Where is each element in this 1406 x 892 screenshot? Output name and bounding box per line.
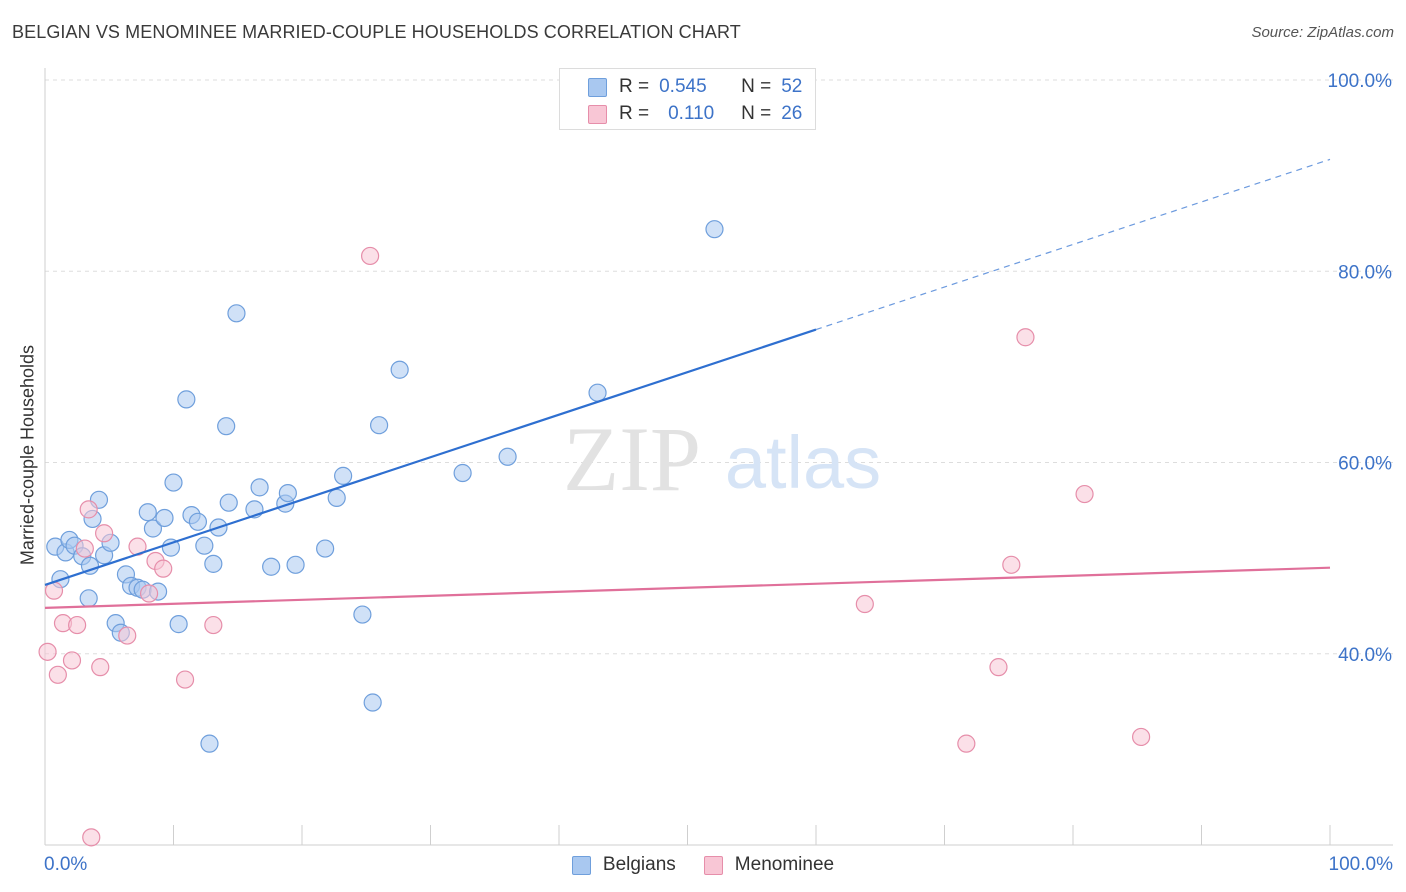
menominee-point-4: [62, 651, 82, 670]
belgians-point-7: [80, 556, 100, 575]
menominee-trend-line: [44, 566, 1331, 609]
belgians-point-19: [143, 519, 163, 538]
legend-row-belgians: R = 0.545 N = 52: [588, 75, 802, 99]
trend-lines: [44, 158, 1331, 609]
chart-title: BELGIAN VS MENOMINEE MARRIED-COUPLE HOUS…: [12, 22, 741, 42]
menominee-point-0: [38, 642, 57, 661]
belgians-point-40: [286, 555, 305, 574]
belgians-point-23: [164, 473, 183, 492]
menominee-point-7: [79, 500, 98, 519]
menominee-point-10: [95, 524, 114, 543]
belgians-point-36: [250, 478, 269, 497]
r-label: R =: [619, 76, 650, 97]
watermark: ZIP atlas: [563, 408, 881, 510]
watermark-zip: ZIP: [563, 408, 701, 510]
belgians-point-28: [195, 536, 214, 555]
menominee-point-21: [989, 658, 1008, 677]
menominee-r-value: 0.110: [668, 103, 715, 124]
menominee-point-22: [1002, 555, 1021, 574]
menominee-points: [38, 246, 1151, 847]
grid-lines: [45, 79, 1393, 655]
menominee-point-9: [91, 658, 110, 677]
menominee-point-19: [855, 594, 874, 614]
tick-labels: 40.0% 60.0% 80.0% 100.0% 0.0% 100.0%: [44, 71, 1393, 875]
menominee-swatch: [588, 104, 607, 124]
y-tick-label-2: 80.0%: [1338, 262, 1392, 283]
menominee-n-value: 26: [781, 103, 803, 124]
belgians-point-49: [498, 447, 517, 466]
belgians-r-value: 0.545: [659, 76, 707, 97]
belgians-point-29: [200, 734, 219, 753]
belgians-point-45: [363, 693, 382, 712]
y-tick-label-1: 60.0%: [1338, 454, 1392, 475]
belgians-point-32: [217, 417, 236, 436]
belgians-legend-swatch: [571, 855, 591, 875]
belgians-point-33: [219, 493, 238, 512]
x-tick-label-min: 0.0%: [44, 854, 87, 875]
menominee-point-17: [204, 615, 223, 635]
menominee-point-2: [48, 665, 67, 684]
watermark-atlas: atlas: [725, 421, 881, 504]
menominee-legend-swatch: [703, 855, 723, 875]
menominee-point-5: [68, 615, 87, 635]
belgians-point-25: [177, 390, 196, 409]
menominee-point-15: [154, 559, 173, 578]
belgians-point-50: [588, 383, 607, 402]
y-axis-title: Married-couple Households: [17, 344, 38, 566]
belgians-point-47: [390, 360, 409, 379]
menominee-point-25: [1132, 727, 1151, 747]
belgians-trend-extension: [815, 158, 1331, 331]
belgians-point-21: [155, 508, 174, 528]
belgians-point-27: [188, 512, 208, 531]
menominee-point-11: [118, 626, 137, 645]
legend-row-menominee: R = 0.110 N = 26: [588, 102, 802, 126]
y-tick-label-3: 100.0%: [1328, 71, 1393, 92]
menominee-legend-label: Menominee: [734, 854, 835, 875]
belgians-point-44: [353, 605, 372, 624]
belgians-point-37: [262, 557, 281, 576]
belgians-point-48: [453, 463, 472, 483]
menominee-point-20: [957, 734, 976, 753]
belgians-point-42: [327, 488, 346, 507]
belgians-point-41: [316, 539, 335, 558]
menominee-point-8: [82, 828, 101, 847]
belgians-point-39: [278, 484, 297, 503]
legend-item-belgians[interactable]: Belgians: [571, 854, 676, 876]
belgians-point-46: [370, 416, 389, 435]
belgians-point-6: [79, 589, 98, 608]
series-legend: Belgians Menominee: [0, 852, 1406, 878]
belgians-point-30: [204, 554, 223, 573]
n-label: N =: [741, 103, 772, 124]
belgians-point-51: [705, 220, 724, 239]
menominee-point-23: [1016, 328, 1035, 347]
menominee-point-18: [361, 246, 380, 266]
axes: [44, 68, 1393, 846]
source-label: Source: ZipAtlas.com: [1251, 24, 1394, 41]
belgians-point-24: [169, 615, 188, 634]
x-tick-label-max: 100.0%: [1329, 854, 1394, 875]
belgians-trend-line: [44, 328, 817, 586]
n-label: N =: [741, 76, 772, 97]
belgians-n-value: 52: [781, 76, 803, 97]
menominee-point-24: [1075, 484, 1094, 504]
belgians-point-34: [227, 304, 246, 323]
menominee-point-6: [75, 539, 94, 558]
belgians-point-22: [161, 538, 181, 557]
legend-item-menominee[interactable]: Menominee: [703, 854, 835, 876]
correlation-legend: R = 0.545 N = 52 R = 0.110 N = 26: [559, 68, 816, 130]
y-tick-label-0: 40.0%: [1338, 645, 1392, 666]
menominee-point-13: [139, 584, 159, 603]
belgians-legend-label: Belgians: [602, 854, 676, 875]
belgians-point-18: [138, 503, 157, 522]
menominee-point-16: [175, 670, 195, 689]
belgians-swatch: [588, 77, 607, 97]
r-label: R =: [619, 103, 650, 124]
belgians-points: [46, 220, 724, 753]
belgians-point-43: [334, 466, 353, 485]
